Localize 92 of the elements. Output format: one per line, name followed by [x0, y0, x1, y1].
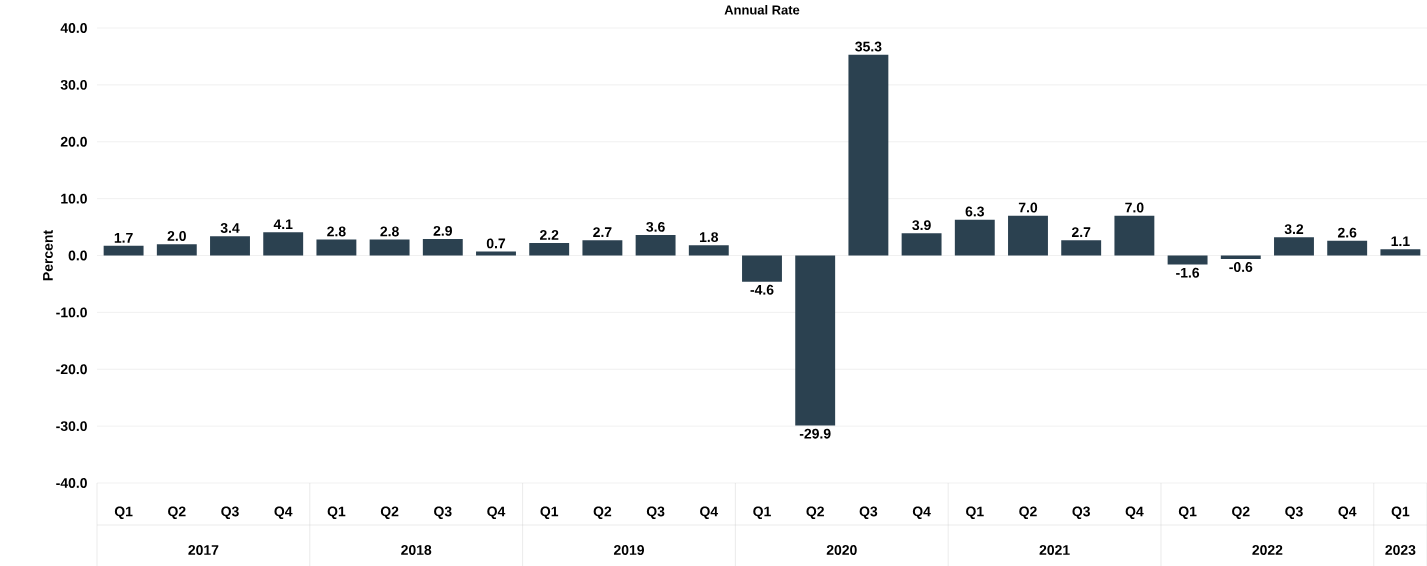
data-label: 2.9: [433, 225, 452, 236]
x-tick-label: Q1: [1178, 506, 1197, 520]
y-tick-label: -40.0: [56, 478, 87, 488]
y-tick-label: -30.0: [56, 421, 87, 432]
data-label: 3.9: [912, 220, 931, 231]
data-label: 3.4: [220, 223, 240, 233]
x-tick-label: Q1: [114, 506, 133, 520]
bar: [369, 239, 410, 256]
bar: [635, 235, 676, 256]
bar: [901, 233, 942, 256]
x-tick-label: Q4: [1338, 506, 1357, 520]
bar: [848, 54, 889, 256]
y-tick-label: 0.0: [68, 250, 87, 261]
x-tick-label: Q1: [327, 506, 346, 520]
data-label: 1.8: [699, 232, 719, 243]
bar: [1061, 240, 1102, 256]
bar: [1380, 249, 1421, 256]
x-tick-label: Q4: [700, 506, 719, 520]
y-tick-label: 40.0: [60, 23, 87, 33]
data-label: 2.6: [1337, 227, 1357, 238]
bar: [422, 239, 463, 256]
data-label: 2.7: [593, 227, 612, 237]
y-axis-title: Percent: [43, 230, 53, 281]
x-tick-label: Q3: [646, 506, 665, 520]
data-label: 2.8: [327, 226, 346, 237]
text: 2018: [401, 545, 432, 555]
x-tick-label: Q1: [753, 506, 771, 520]
x-tick-label: Q3: [221, 506, 239, 520]
text: 2019: [613, 545, 644, 555]
data-label: -0.6: [1229, 262, 1253, 272]
data-label: 2.0: [167, 231, 186, 241]
bar: [1167, 255, 1208, 265]
bar: [1274, 237, 1314, 256]
x-tick-label: Q2: [593, 506, 612, 520]
data-label: 3.6: [646, 221, 665, 232]
data-label: 1.7: [114, 233, 133, 243]
bar: [316, 239, 357, 256]
text: 2020: [826, 545, 857, 555]
data-label: 6.3: [965, 206, 984, 217]
bar: [1008, 215, 1048, 256]
bar: [582, 240, 623, 256]
bar: [1327, 240, 1368, 256]
data-label: -1.6: [1176, 267, 1200, 278]
bar: [954, 219, 995, 256]
data-label: 4.1: [273, 219, 293, 229]
bar: [156, 244, 197, 256]
bar: [210, 236, 250, 256]
x-tick-label: Q2: [1232, 506, 1250, 520]
x-tick-label: Q3: [1285, 506, 1303, 520]
x-tick-label: Q3: [859, 506, 878, 520]
bar: [529, 242, 570, 256]
data-label: -29.9: [799, 428, 831, 439]
bar: [688, 245, 729, 256]
y-tick-label: 20.0: [60, 136, 87, 147]
y-tick-label: -10.0: [56, 307, 87, 318]
bar: [1114, 215, 1155, 256]
data-label: 0.7: [486, 238, 506, 249]
data-label: 3.2: [1284, 224, 1304, 235]
bar: [795, 255, 836, 426]
text: 2021: [1039, 545, 1070, 555]
data-label: 2.7: [1071, 227, 1091, 237]
data-label: 7.0: [1018, 202, 1038, 213]
data-label: -4.6: [750, 284, 774, 295]
data-label: 1.1: [1391, 236, 1410, 247]
x-tick-label: Q2: [806, 506, 824, 520]
x-tick-label: Q2: [380, 506, 399, 520]
y-tick-label: 30.0: [60, 79, 87, 90]
bar: [263, 232, 304, 256]
bar: [476, 251, 516, 256]
text: 2023: [1385, 545, 1416, 555]
data-label: 2.8: [380, 226, 399, 237]
x-tick-label: Q3: [1072, 506, 1090, 520]
data-label: 2.2: [539, 230, 559, 240]
y-tick-label: 10.0: [61, 193, 87, 204]
text: 2017: [188, 545, 219, 555]
x-tick-label: Q1: [1391, 506, 1410, 520]
y-tick-label: -20.0: [56, 364, 87, 375]
text: 2022: [1252, 545, 1283, 555]
x-tick-label: Q1: [540, 506, 559, 520]
bar: [103, 245, 144, 256]
x-tick-label: Q2: [1019, 506, 1037, 520]
x-tick-label: Q4: [1125, 506, 1144, 520]
data-label: 35.3: [855, 41, 882, 52]
bar: [742, 255, 782, 282]
data-label: 7.0: [1125, 202, 1144, 213]
x-tick-label: Q4: [912, 506, 931, 520]
x-tick-label: Q4: [274, 506, 293, 520]
x-tick-label: Q4: [487, 506, 506, 520]
chart-title: Annual Rate: [724, 4, 800, 15]
x-tick-label: Q1: [966, 506, 984, 520]
x-tick-label: Q3: [434, 506, 452, 520]
x-tick-label: Q2: [168, 506, 186, 520]
